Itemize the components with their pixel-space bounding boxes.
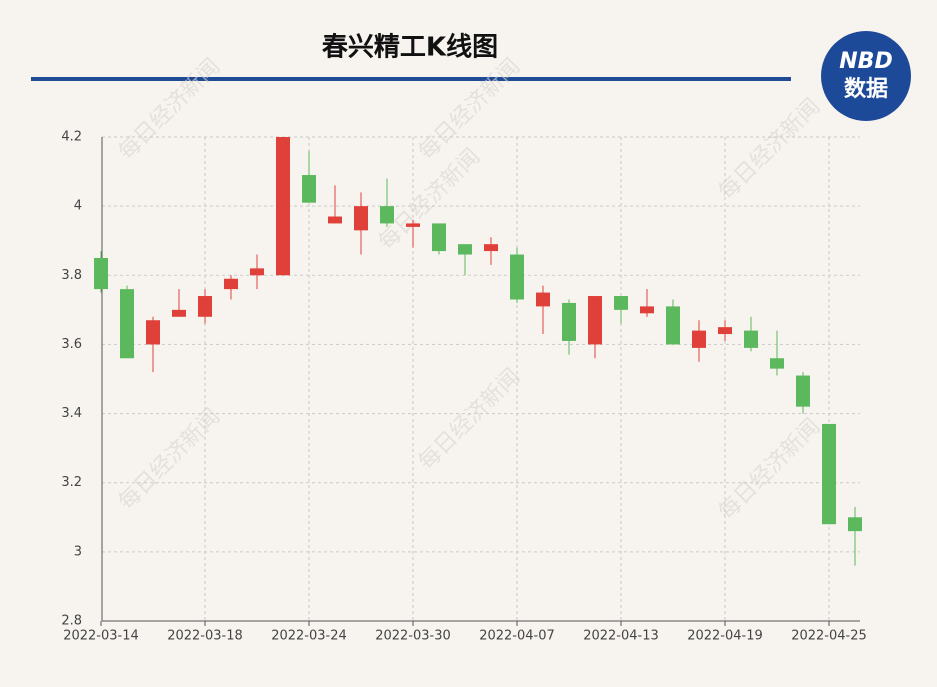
candle-body: [614, 296, 628, 310]
candle-body: [328, 216, 342, 224]
candle-body: [94, 258, 108, 290]
candle-body: [458, 244, 472, 255]
candle-body: [198, 296, 212, 317]
candle-body: [484, 244, 498, 252]
candle-body: [406, 223, 420, 227]
x-tick-label: 2022-04-25: [791, 629, 867, 644]
candle-body: [562, 302, 576, 341]
candle-body: [692, 330, 706, 348]
candle-body: [432, 223, 446, 252]
x-tick-label: 2022-04-07: [479, 629, 555, 644]
x-tick-label: 2022-04-19: [687, 629, 763, 644]
candle-body: [510, 254, 524, 300]
x-tick-label: 2022-03-14: [63, 629, 139, 644]
candle-body: [822, 423, 836, 525]
chart-title: 春兴精工K线图: [322, 33, 498, 63]
candle-body: [120, 289, 134, 359]
y-tick-label: 3.2: [61, 475, 82, 490]
y-tick-label: 3.6: [61, 337, 82, 352]
y-tick-label: 3.4: [61, 406, 82, 421]
candle-body: [380, 206, 394, 224]
x-tick-label: 2022-03-18: [167, 629, 243, 644]
candle-body: [666, 306, 680, 345]
x-tick-label: 2022-04-13: [583, 629, 659, 644]
x-tick-label: 2022-03-24: [271, 629, 347, 644]
x-tick-label: 2022-03-30: [375, 629, 451, 644]
logo-text: 数据: [844, 76, 888, 102]
title-bar: [31, 77, 791, 81]
candle-body: [146, 320, 160, 345]
candle-body: [718, 327, 732, 335]
y-tick-label: 3.8: [61, 268, 82, 283]
candle-body: [640, 306, 654, 314]
logo: [821, 31, 911, 121]
candle-body: [224, 278, 238, 290]
candle-body: [796, 375, 810, 407]
candle-body: [250, 268, 264, 276]
candle-body: [770, 358, 784, 369]
candle-body: [302, 175, 316, 203]
candle-body: [848, 517, 862, 532]
candle-body: [172, 309, 186, 317]
y-tick-label: 4.2: [61, 130, 82, 145]
candle-body: [744, 330, 758, 348]
logo-text: NBD: [839, 49, 892, 74]
y-tick-label: 3: [74, 544, 82, 559]
candle-body: [588, 296, 602, 345]
candle-body: [276, 137, 290, 276]
y-tick-label: 4: [74, 199, 82, 214]
candle-body: [354, 206, 368, 231]
candle-body: [536, 292, 550, 307]
y-tick-label: 2.8: [61, 614, 82, 629]
